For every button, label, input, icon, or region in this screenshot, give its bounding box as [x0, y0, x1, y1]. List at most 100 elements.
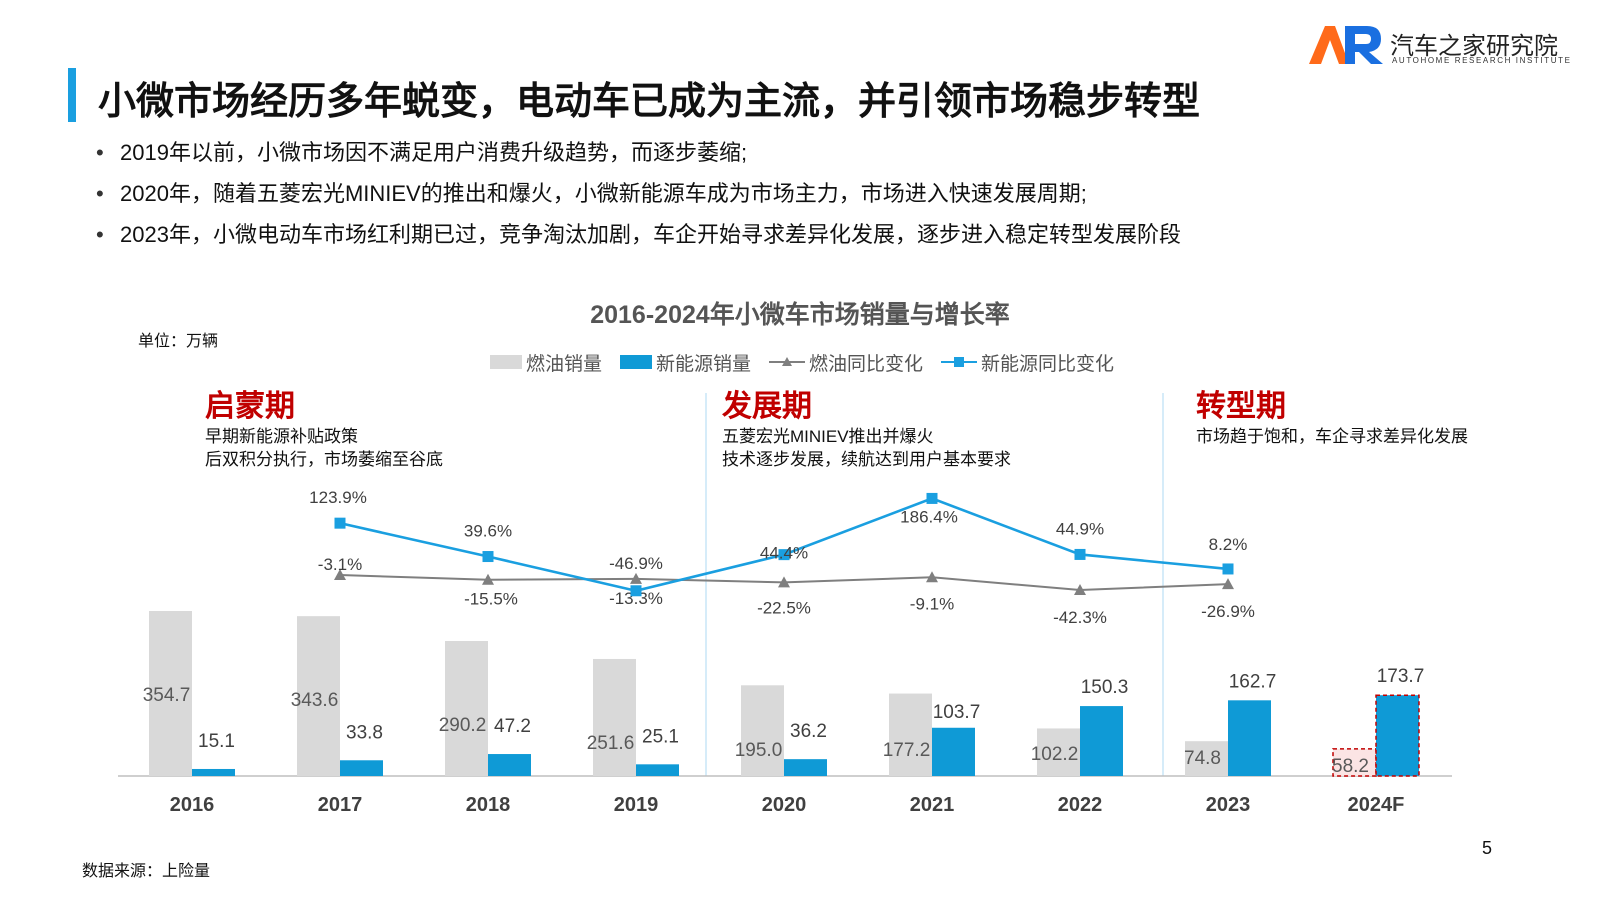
legend-item-ev-yoy: 新能源同比变化 — [941, 349, 1114, 376]
phase-enlightenment: 启蒙期 早期新能源补贴政策 后双积分执行，市场萎缩至谷底 — [205, 389, 443, 471]
x-tick-label: 2018 — [466, 794, 511, 816]
gas-yoy-label: -3.1% — [318, 555, 362, 574]
x-tick-label: 2023 — [1206, 794, 1251, 816]
legend-swatch-ev-sales — [620, 355, 653, 369]
gas-sales-bar — [149, 611, 192, 776]
legend-swatch-ev-yoy — [941, 357, 978, 367]
phase-desc-line: 五菱宏光MINIEV推出并爆火 — [722, 427, 934, 446]
ev-sales-label: 15.1 — [198, 731, 235, 752]
autohome-logo-icon — [1309, 26, 1383, 64]
gas-sales-bar — [1332, 748, 1377, 777]
ev-sales-label: 25.1 — [642, 726, 679, 747]
gas-yoy-marker — [778, 576, 790, 588]
ev-yoy-marker — [334, 517, 346, 529]
gas-sales-label: 354.7 — [143, 685, 191, 706]
gas-yoy-marker — [334, 569, 346, 580]
ev-yoy-marker — [926, 492, 938, 504]
x-tick-label: 2019 — [614, 794, 659, 816]
ev-sales-bar — [340, 760, 383, 776]
gas-sales-label: 195.0 — [735, 740, 783, 761]
x-tick-label: 2016 — [170, 794, 215, 816]
phase-desc-line: 技术逐步发展，续航达到用户基本要求 — [722, 450, 1011, 469]
logo: 汽车之家研究院 AUTOHOME RESEARCH INSTITUTE — [1305, 22, 1590, 72]
legend-item-gas-sales: 燃油销量 — [490, 349, 602, 376]
ev-yoy-marker — [630, 585, 642, 597]
unit-label: 单位：万辆 — [138, 333, 219, 350]
legend-item-gas-yoy: 燃油同比变化 — [769, 349, 923, 376]
x-tick-label: 2020 — [762, 794, 807, 816]
gas-sales-bar — [297, 616, 340, 776]
legend-item-ev-sales: 新能源销量 — [620, 349, 751, 376]
x-tick-label: 2024F — [1348, 794, 1405, 816]
ev-yoy-marker — [482, 551, 494, 563]
ev-yoy-marker — [1074, 548, 1086, 560]
gas-sales-label: 74.8 — [1184, 748, 1221, 769]
ev-sales-label: 47.2 — [494, 716, 531, 737]
bullet-item: 2020年，随着五菱宏光MINIEV的推出和爆火，小微新能源车成为市场主力，市场… — [96, 173, 1181, 214]
ev-yoy-label: 186.4% — [900, 507, 958, 526]
chart-title: 2016-2024年小微车市场销量与增长率 — [590, 301, 1010, 329]
page-title: 小微市场经历多年蜕变，电动车已成为主流，并引领市场稳步转型 — [98, 81, 1201, 123]
gas-yoy-marker — [1074, 584, 1086, 595]
ev-yoy-label: 39.6% — [464, 522, 512, 541]
ev-sales-bar — [636, 764, 679, 776]
phase-name: 发展期 — [722, 390, 812, 423]
data-source: 数据来源：上险量 — [82, 863, 211, 880]
x-tick-label: 2022 — [1058, 794, 1103, 816]
phase-name: 启蒙期 — [205, 390, 295, 423]
phase-desc-line: 市场趋于饱和，车企寻求差异化发展 — [1196, 427, 1468, 446]
phase-name: 转型期 — [1196, 390, 1286, 423]
legend-label: 新能源销量 — [656, 353, 752, 375]
ev-sales-bar — [488, 754, 531, 776]
gas-sales-label: 58.2 — [1332, 756, 1369, 777]
phase-development: 发展期 五菱宏光MINIEV推出并爆火 技术逐步发展，续航达到用户基本要求 — [722, 389, 1011, 471]
ev-sales-bar — [784, 759, 827, 776]
ev-yoy-marker — [1222, 563, 1234, 575]
ev-sales-label: 33.8 — [346, 722, 383, 743]
gas-sales-label: 251.6 — [587, 733, 635, 754]
ev-yoy-label: 8.2% — [1209, 535, 1248, 554]
ev-sales-label: 173.7 — [1377, 666, 1425, 687]
ev-sales-bar — [1080, 706, 1123, 776]
logo-english-name: AUTOHOME RESEARCH INSTITUTE — [1392, 56, 1572, 65]
ev-sales-bar — [932, 727, 975, 776]
ev-yoy-label: 44.4% — [760, 544, 808, 563]
gas-yoy-marker — [1222, 578, 1234, 590]
ev-sales-bar — [1375, 694, 1420, 777]
title-accent-bar — [68, 68, 76, 122]
legend-label: 新能源同比变化 — [981, 353, 1115, 375]
legend-label: 燃油销量 — [526, 353, 603, 375]
phase-desc-line: 早期新能源补贴政策 — [205, 427, 358, 446]
gas-sales-bar — [593, 658, 636, 776]
phase-transformation: 转型期 市场趋于饱和，车企寻求差异化发展 — [1196, 389, 1468, 448]
gas-yoy-marker — [482, 573, 494, 585]
gas-yoy-label: -42.3% — [1053, 608, 1107, 627]
x-tick-label: 2021 — [910, 794, 955, 816]
ev-yoy-label: 44.9% — [1056, 519, 1104, 538]
chart-legend: 燃油销量 新能源销量 燃油同比变化 新能源同比变化 — [490, 349, 1114, 376]
legend-label: 燃油同比变化 — [809, 353, 924, 375]
gas-yoy-label: -13.3% — [609, 589, 663, 608]
ev-sales-label: 162.7 — [1229, 671, 1277, 692]
gas-yoy-marker — [630, 572, 642, 584]
gas-sales-bar — [445, 641, 488, 776]
gas-yoy-label: -15.5% — [464, 590, 518, 609]
page-number: 5 — [1482, 838, 1493, 858]
gas-sales-bar — [1037, 728, 1080, 776]
gas-sales-bar — [741, 685, 784, 776]
legend-swatch-gas-sales — [490, 355, 522, 369]
ev-sales-label: 150.3 — [1081, 677, 1129, 698]
ev-yoy-marker — [778, 549, 790, 561]
ev-sales-bar — [192, 768, 235, 776]
gas-sales-bar — [889, 693, 932, 776]
ev-yoy-label: -46.9% — [609, 554, 663, 573]
gas-yoy-label: -22.5% — [757, 598, 811, 617]
x-tick-label: 2017 — [318, 794, 363, 816]
logo-chinese-name: 汽车之家研究院 — [1390, 33, 1558, 60]
gas-sales-bar — [1185, 741, 1228, 776]
gas-sales-label: 343.6 — [291, 690, 339, 711]
ev-sales-bar — [1228, 700, 1271, 776]
gas-sales-label: 290.2 — [439, 715, 487, 736]
gas-yoy-marker — [926, 571, 938, 583]
ev-yoy-label: 123.9% — [309, 488, 367, 507]
